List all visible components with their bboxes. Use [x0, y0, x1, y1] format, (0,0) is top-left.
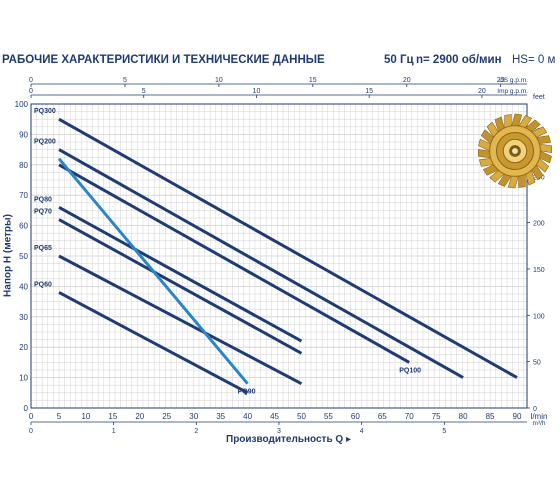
top-axis-tick-label: 0 [29, 77, 33, 84]
x-tick-label: 90 [513, 412, 522, 421]
top-axis-tick-label: 20 [403, 77, 411, 84]
top-axis-tick-label: 0 [29, 88, 33, 95]
series-label-pq90: PQ90 [238, 389, 256, 396]
top-axis-tick-label: 5 [123, 77, 127, 84]
grid [30, 103, 527, 409]
series-label-pq80: PQ80 [34, 196, 52, 203]
bottom2-axis-unit: m³/h [533, 420, 546, 427]
series-label-pq200: PQ200 [34, 139, 56, 146]
x-tick-label: 35 [216, 412, 225, 421]
y-tick-label: 20 [19, 343, 28, 352]
y-tick-label: 50 [19, 252, 28, 261]
series-line-pq90 [57, 157, 249, 385]
x-axis-title: Производительность Q ▸ [226, 434, 351, 445]
y-axis-title: Напор H (метры) [2, 214, 14, 297]
x-tick-label: 60 [351, 412, 360, 421]
x-tick-label: 10 [81, 412, 90, 421]
top-axis-tick-label: 5 [142, 88, 146, 95]
series-line-pq70 [58, 218, 303, 355]
bottom2-axis-tick-label: 0 [29, 428, 33, 435]
top-axis-unit: US g.p.m. [499, 77, 528, 84]
y-tick-label: 30 [19, 313, 28, 322]
y-tick-label: 100 [15, 100, 29, 109]
x-tick-label: 55 [324, 412, 333, 421]
series-label-pq60: PQ60 [34, 281, 52, 288]
series-line-pq65 [58, 254, 303, 386]
x-tick-label: 45 [270, 412, 279, 421]
x-tick-label: 70 [405, 412, 414, 421]
x-tick-label: 40 [243, 412, 252, 421]
suction-height-label: HS= 0 м [512, 54, 556, 66]
y-tick-label: 40 [19, 282, 28, 291]
x-tick-label: 80 [459, 412, 468, 421]
y-tick-label: 90 [19, 130, 28, 139]
series-label-pq100: PQ100 [399, 367, 421, 374]
y-tick-label: 60 [19, 222, 28, 231]
top-axis-unit: Imp g.p.m. [497, 88, 528, 95]
chart-header: РАБОЧИЕ ХАРАКТЕРИСТИКИ И ТЕХНИЧЕСКИЕ ДАН… [0, 54, 560, 68]
series-line-pq100 [58, 163, 410, 364]
frequency-label: 50 Гц [384, 54, 414, 66]
y-tick-label: 70 [19, 191, 28, 200]
chart-title: РАБОЧИЕ ХАРАКТЕРИСТИКИ И ТЕХНИЧЕСКИЕ ДАН… [2, 54, 325, 66]
right-arrow-icon: ▸ [345, 434, 351, 445]
bottom2-axis-tick-label: 4 [360, 428, 364, 435]
bottom2-axis-tick-label: 2 [194, 428, 198, 435]
right-axis-tick-label: 150 [533, 267, 545, 274]
x-tick-label: 75 [432, 412, 441, 421]
top-axis-tick-label: 25 [497, 77, 505, 84]
impeller-icon [477, 113, 553, 189]
x-tick-label: 0 [29, 412, 34, 421]
y-tick-label: 80 [19, 161, 28, 170]
bottom2-axis-tick-label: 5 [442, 428, 446, 435]
top-axis-tick-label: 15 [365, 88, 373, 95]
x-tick-label: 85 [486, 412, 495, 421]
series-label-pq300: PQ300 [34, 108, 56, 115]
x-tick-label: 25 [162, 412, 171, 421]
speed-label: n= 2900 об/мин [416, 54, 502, 66]
series-label-pq70: PQ70 [34, 209, 52, 216]
series-line-pq200 [58, 148, 464, 379]
series-line-pq80 [58, 206, 303, 343]
series-line-pq60 [58, 291, 249, 395]
x-tick-label: 65 [378, 412, 387, 421]
top-axis-tick-label: 20 [478, 88, 486, 95]
x-tick-label: 15 [108, 412, 117, 421]
series-label-pq65: PQ65 [34, 245, 52, 252]
right-axis-unit: feet [533, 94, 545, 101]
right-axis-tick-label: 50 [533, 360, 541, 367]
x-unit-label: l/min [531, 412, 548, 421]
series-line-pq300 [58, 117, 518, 379]
top-axis-tick-label: 10 [215, 77, 223, 84]
y-tick-label: 0 [24, 404, 29, 413]
x-tick-label: 5 [57, 412, 62, 421]
top-axis-tick-label: 10 [253, 88, 261, 95]
bottom2-axis-tick-label: 3 [277, 428, 281, 435]
x-tick-label: 50 [297, 412, 306, 421]
plot-frame [30, 103, 528, 409]
y-tick-label: 10 [19, 374, 28, 383]
right-axis-tick-label: 100 [533, 313, 545, 320]
x-tick-label: 30 [189, 412, 198, 421]
x-axis-title-text: Производительность Q [226, 434, 344, 445]
top-axis-tick-label: 15 [309, 77, 317, 84]
x-tick-label: 20 [135, 412, 144, 421]
bottom2-axis-tick-label: 1 [112, 428, 116, 435]
right-axis-tick-label: 200 [533, 221, 545, 228]
right-axis-tick-label: 0 [533, 406, 537, 413]
